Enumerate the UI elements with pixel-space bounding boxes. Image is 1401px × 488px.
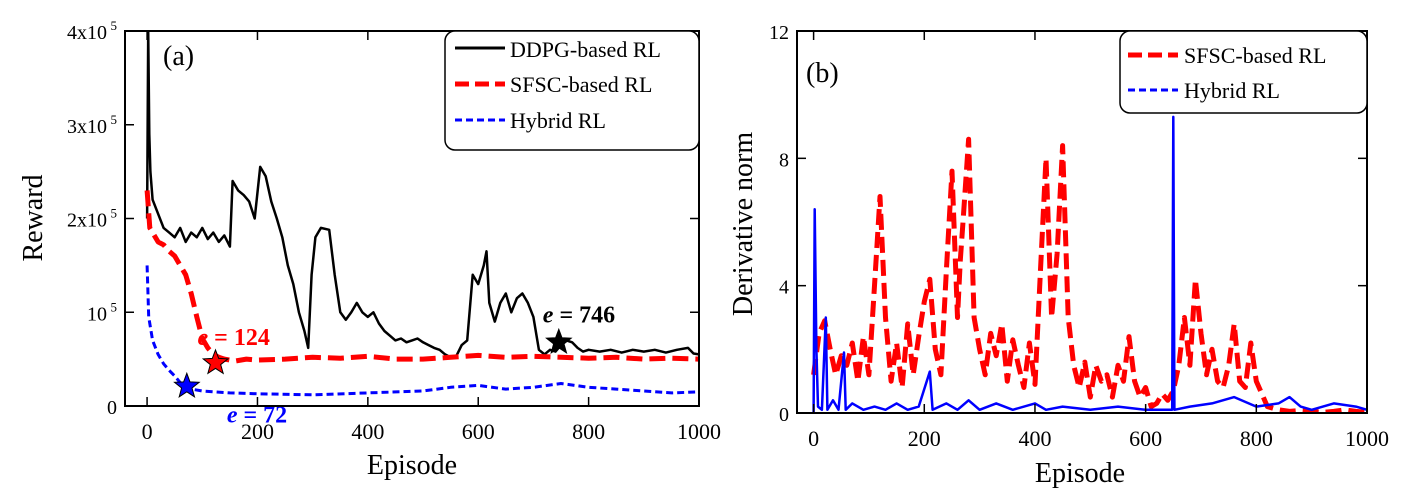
- y-tick-label-a: 10: [87, 303, 107, 325]
- marker-annotation-3: e = 746: [543, 302, 615, 328]
- series-line-a-2: [144, 190, 699, 364]
- x-tick-label-b: 1000: [1345, 426, 1389, 451]
- y-tick-label-b: 0: [779, 404, 789, 426]
- marker-annotation-1: e = 124: [198, 325, 270, 351]
- x-axis-label-a: Episode: [367, 450, 457, 481]
- legend-box-b: [1119, 30, 1368, 114]
- y-tick-exponent-a: 5: [111, 206, 118, 221]
- series-line-a-3: [145, 265, 699, 397]
- legend-box-a: [444, 30, 700, 151]
- y-tick-label-b: 8: [779, 149, 789, 171]
- y-tick-label-b: 12: [769, 22, 789, 44]
- panel-label-b: (b): [806, 58, 839, 89]
- y-axis-label-b: Derivative norm: [728, 132, 759, 316]
- y-tick-exponent-a: 5: [111, 112, 118, 127]
- y-tick-exponent-a: 5: [111, 18, 118, 33]
- x-tick-label-a: 600: [462, 419, 495, 444]
- legend-b: SFSC-based RL Hybrid RL: [1119, 30, 1368, 114]
- legend-label-hybrid-a: Hybrid RL: [510, 108, 606, 133]
- legend-label-sfsc-b: SFSC-based RL: [1184, 43, 1326, 68]
- series-line-b-2: [812, 115, 1367, 413]
- x-tick-label-a: 1000: [677, 419, 721, 444]
- legend-label-sfsc-a: SFSC-based RL: [510, 72, 652, 97]
- panel-label-a: (a): [163, 41, 194, 72]
- plot-frame-a: [124, 30, 700, 407]
- x-axis-label-b: Episode: [1035, 458, 1125, 488]
- y-tick-label-b: 4: [779, 277, 789, 299]
- y-tick-label-a: 2x10: [67, 210, 107, 232]
- x-tick-label-a: 800: [572, 419, 605, 444]
- x-tick-label-a: 200: [241, 419, 274, 444]
- x-tick-label-a: 0: [142, 419, 153, 444]
- x-tick-label-b: 600: [1129, 426, 1162, 451]
- star-marker-3: [545, 327, 573, 354]
- y-tick-label-a: 0: [107, 397, 117, 419]
- y-tick-exponent-a: 5: [111, 299, 118, 314]
- x-tick-label-b: 200: [908, 426, 941, 451]
- chart-b: 0 200 400 600 800 1000 0 4 8 12 (b) Episode Deri…: [728, 22, 1389, 488]
- y-axis-label-a: Reward: [18, 174, 49, 261]
- x-tick-label-b: 0: [808, 426, 819, 451]
- legend-a: DDPG-based RL SFSC-based RL Hybrid RL: [444, 30, 700, 151]
- y-tick-label-a: 4x10: [67, 22, 107, 44]
- series-line-b-1: [811, 136, 1367, 413]
- x-tick-label-b: 800: [1240, 426, 1273, 451]
- star-marker-1: [201, 348, 230, 375]
- y-tick-label-a: 3x10: [67, 116, 107, 138]
- star-marker-2: [173, 371, 201, 398]
- legend-label-hybrid-b: Hybrid RL: [1184, 78, 1280, 103]
- x-tick-label-a: 400: [351, 419, 384, 444]
- plot-frame-b: [796, 30, 1368, 414]
- x-tick-label-b: 400: [1018, 426, 1051, 451]
- legend-label-ddpg: DDPG-based RL: [510, 37, 661, 62]
